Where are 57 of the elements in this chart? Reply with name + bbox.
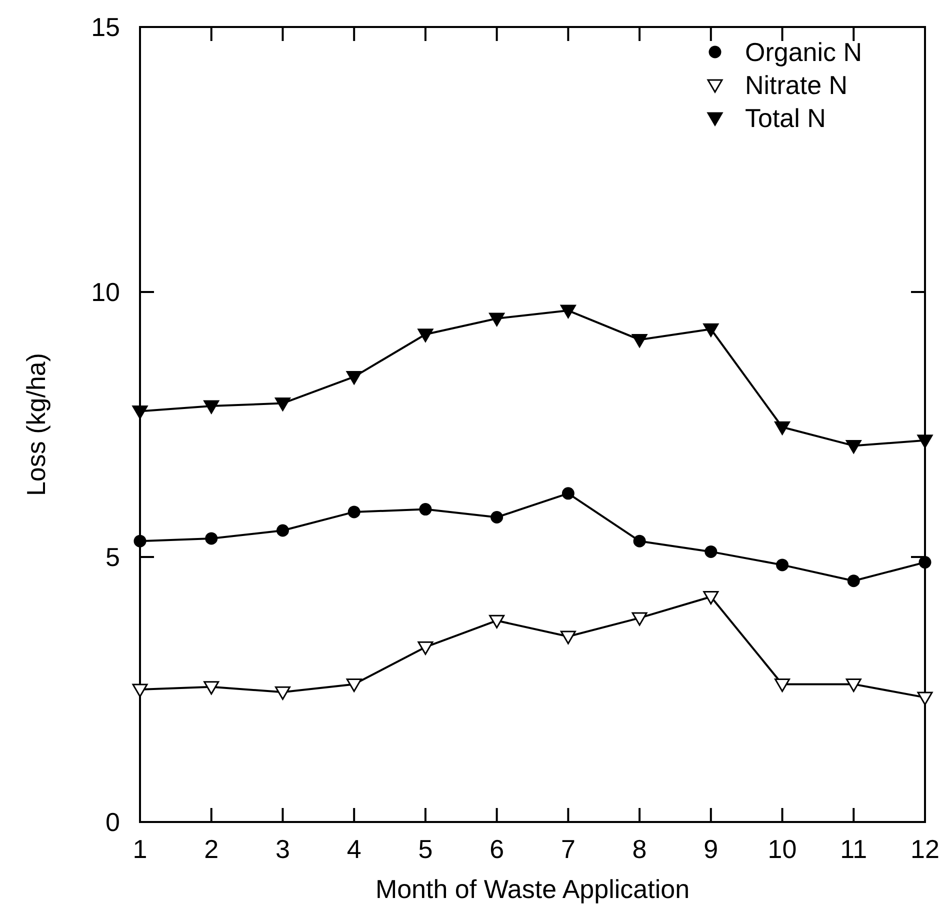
- point: [132, 684, 148, 698]
- point: [632, 334, 648, 348]
- point: [560, 630, 576, 644]
- point: [132, 406, 148, 419]
- point: [703, 323, 719, 337]
- point: [418, 641, 434, 655]
- x-tick-label: 5: [418, 834, 433, 864]
- point: [847, 574, 860, 588]
- y-tick-label: 5: [106, 542, 120, 572]
- point: [274, 686, 290, 700]
- point: [276, 524, 289, 537]
- legend-label: Organic N: [745, 37, 862, 67]
- point: [774, 421, 790, 435]
- legend-label: Nitrate N: [745, 70, 848, 100]
- y-tick-label: 0: [106, 807, 120, 837]
- y-tick-label: 10: [91, 277, 120, 307]
- point: [346, 678, 362, 692]
- x-tick-label: 6: [490, 834, 504, 864]
- x-tick-label: 10: [768, 834, 797, 864]
- point: [917, 434, 933, 448]
- point: [846, 678, 862, 692]
- point: [489, 614, 505, 628]
- y-tick-label: 15: [91, 12, 120, 42]
- x-tick-label: 3: [275, 834, 290, 864]
- x-tick-label: 12: [910, 834, 940, 864]
- point: [776, 558, 789, 572]
- point: [419, 503, 432, 516]
- point: [846, 440, 862, 454]
- point: [274, 398, 290, 412]
- point: [346, 371, 362, 385]
- point: [489, 312, 505, 326]
- x-tick-label: 4: [346, 834, 362, 864]
- point: [348, 506, 360, 518]
- point: [562, 487, 574, 500]
- x-tick-label: 9: [704, 834, 718, 864]
- point: [774, 678, 790, 692]
- x-axis-title: Month of Waste Application: [375, 874, 690, 904]
- point: [632, 612, 648, 626]
- x-tick-label: 2: [204, 834, 219, 864]
- point: [704, 545, 718, 558]
- y-axis-title: Loss (kg/ha): [21, 352, 51, 496]
- point: [918, 556, 932, 569]
- point: [560, 304, 576, 318]
- x-tick-label: 8: [632, 834, 647, 864]
- point: [204, 400, 220, 414]
- point: [134, 534, 146, 548]
- point: [633, 534, 646, 548]
- point: [418, 328, 434, 342]
- x-tick-label: 1: [132, 834, 148, 864]
- x-tick-label: 11: [840, 834, 868, 864]
- point: [204, 681, 220, 695]
- x-tick-label: 7: [560, 834, 576, 864]
- point: [490, 511, 504, 524]
- point: [205, 532, 218, 545]
- point: [703, 591, 719, 604]
- point: [917, 692, 933, 706]
- legend-label: Total N: [745, 103, 826, 133]
